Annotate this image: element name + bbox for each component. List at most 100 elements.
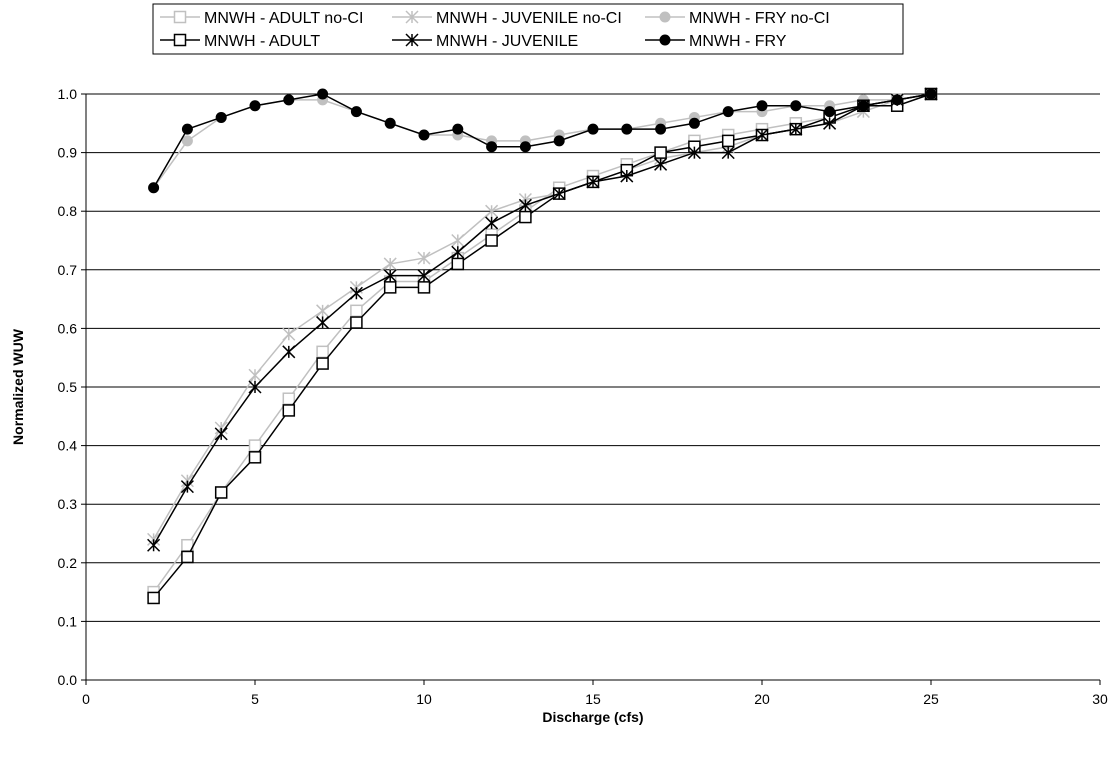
series-line-1 <box>152 93 932 540</box>
series-0-point-3 <box>248 439 262 452</box>
series-5-point-17 <box>722 106 734 118</box>
legend-marker-1 <box>405 10 419 24</box>
series-line-0 <box>152 93 932 593</box>
legend-marker-5 <box>659 34 671 46</box>
series-4-point-5 <box>316 316 330 330</box>
series-5-point-6 <box>350 106 362 118</box>
series-1-point-7 <box>383 257 397 271</box>
series-4-point-16 <box>687 146 701 160</box>
series-3-point-17 <box>721 134 735 148</box>
series-0-point-6 <box>350 304 363 318</box>
series-5 <box>148 88 937 194</box>
series-4-point-12 <box>552 187 566 201</box>
legend-label-0: MNWH - ADULT no-CI <box>204 10 363 27</box>
x-tick-label-4: 20 <box>754 691 770 707</box>
x-tick-label-2: 10 <box>416 691 432 707</box>
series-line-4 <box>152 93 932 546</box>
series-1-point-4 <box>282 327 296 341</box>
series-5-point-19 <box>790 100 802 112</box>
series-3-point-9 <box>451 257 465 271</box>
series-5-point-4 <box>283 94 295 106</box>
series-4-point-6 <box>349 286 363 300</box>
series-3-point-4 <box>282 404 296 417</box>
series-5-point-3 <box>249 100 261 112</box>
series-1-point-10 <box>485 204 499 218</box>
y-tick-label-4: 0.4 <box>58 438 78 454</box>
series-5-point-7 <box>384 117 396 129</box>
series-5-point-13 <box>587 123 599 135</box>
legend: MNWH - ADULT no-CI MNWH - JUVENILE no-CI M… <box>152 3 904 55</box>
legend-label-3: MNWH - ADULT <box>204 33 320 50</box>
series-line-5 <box>152 93 932 189</box>
series-5-point-5 <box>317 88 329 100</box>
legend-label-2: MNWH - FRY no-CI <box>689 10 830 27</box>
x-tick-label-1: 5 <box>251 691 259 707</box>
y-axis-title: Normalized WUW <box>10 328 26 445</box>
series-1-point-9 <box>451 233 465 248</box>
series-5-point-16 <box>688 117 700 129</box>
series-3-point-1 <box>181 550 194 564</box>
y-tick-label-5: 0.5 <box>58 379 78 395</box>
series-1-point-3 <box>248 368 262 382</box>
legend-marker-0 <box>173 10 187 24</box>
legend-item-4: MNWH - JUVENILE <box>392 33 578 50</box>
series-4-point-2 <box>214 427 228 441</box>
legend-marker-4 <box>405 33 419 47</box>
series-3 <box>147 87 938 605</box>
series-3-point-0 <box>147 591 160 605</box>
y-tick-label-8: 0.8 <box>58 203 78 219</box>
series-4-point-15 <box>654 157 668 171</box>
series-3-point-15 <box>654 146 667 159</box>
x-tick-label-6: 30 <box>1092 691 1108 707</box>
series-3-point-5 <box>316 357 329 370</box>
series-5-point-1 <box>181 123 193 135</box>
series-5-point-15 <box>655 123 667 135</box>
series-4-point-3 <box>248 380 262 394</box>
series-4-point-18 <box>755 128 769 142</box>
series-5-point-12 <box>553 135 565 147</box>
legend-item-5: MNWH - FRY <box>645 33 787 50</box>
series-3-point-10 <box>485 234 498 247</box>
series-3-point-6 <box>350 316 363 329</box>
series-4-point-10 <box>485 216 499 230</box>
series-4-point-11 <box>518 198 532 212</box>
x-tick-label-3: 15 <box>585 691 601 707</box>
series-4-point-19 <box>789 122 803 136</box>
series-1-point-8 <box>417 251 431 265</box>
legend-item-2: MNWH - FRY no-CI <box>645 10 830 27</box>
series-4 <box>147 87 938 552</box>
series-line-3 <box>153 93 932 599</box>
series-2-point-1 <box>181 135 193 147</box>
series-5-point-22 <box>891 94 903 106</box>
y-tick-label-6: 0.6 <box>58 320 78 336</box>
series-5-point-9 <box>452 123 464 135</box>
y-tick-label-10: 1.0 <box>58 86 78 102</box>
series-2 <box>148 88 937 194</box>
legend-label-5: MNWH - FRY <box>689 33 787 50</box>
series-5-point-20 <box>824 106 836 118</box>
legend-marker-3 <box>173 33 187 47</box>
series-0-point-5 <box>316 345 329 359</box>
series-0-point-4 <box>282 392 296 405</box>
y-tick-label-0: 0.0 <box>58 672 78 688</box>
axes: 0.0 0.1 0.2 0.3 0.4 0.5 0.6 0.7 0.8 0.9 1.0 0 5 10 15 2… <box>58 86 1108 707</box>
y-tick-label-9: 0.9 <box>58 145 78 161</box>
series-1-point-5 <box>316 304 330 318</box>
series-4-point-0 <box>147 538 161 552</box>
legend-marker-2 <box>659 11 671 23</box>
series-line-2 <box>152 93 932 189</box>
series-3-point-2 <box>214 486 228 499</box>
y-tick-label-3: 0.3 <box>58 496 78 512</box>
y-tick-label-2: 0.2 <box>58 555 78 571</box>
series-5-point-2 <box>215 111 227 123</box>
legend-label-1: MNWH - JUVENILE no-CI <box>436 10 622 27</box>
y-tick-label-7: 0.7 <box>58 262 78 278</box>
legend-item-0: MNWH - ADULT no-CI <box>160 10 363 27</box>
series-4-point-20 <box>823 116 837 130</box>
series-5-point-23 <box>925 88 937 100</box>
legend-item-3: MNWH - ADULT <box>160 33 320 50</box>
series-4-point-4 <box>282 345 296 359</box>
series-0 <box>147 87 938 599</box>
legend-box <box>152 3 904 55</box>
series-4-point-13 <box>586 175 600 189</box>
